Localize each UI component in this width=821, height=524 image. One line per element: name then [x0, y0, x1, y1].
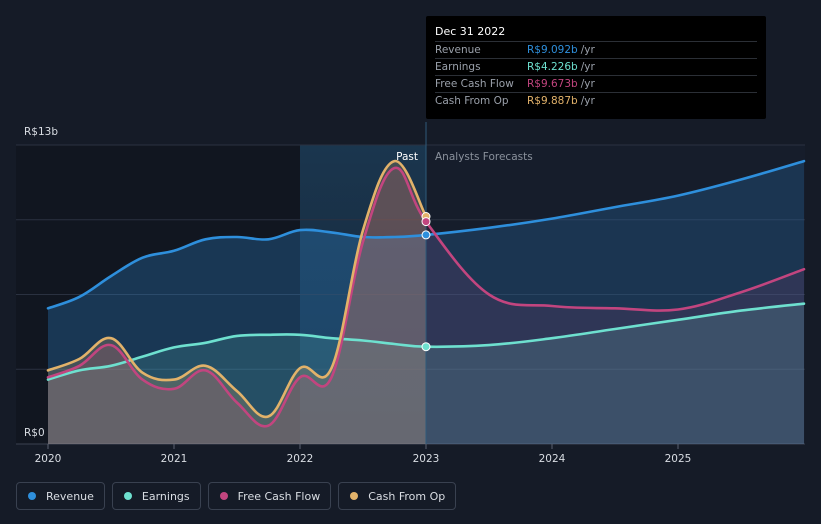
tooltip-label: Cash From Op	[435, 95, 509, 107]
free-cash-flow-area-past	[48, 167, 426, 444]
tooltip-value-group: R$9.673b/yr	[527, 78, 595, 90]
tooltip-unit: /yr	[580, 78, 595, 90]
legend-dot-icon	[28, 492, 36, 500]
x-tick-label: 2022	[287, 453, 314, 465]
free-cash-flow-line	[46, 166, 806, 428]
x-tick-label: 2023	[413, 453, 440, 465]
legend-label: Cash From Op	[368, 489, 446, 503]
revenue-line	[46, 159, 806, 310]
tooltip: Dec 31 2022 Revenue R$9.092b/yr Earnings…	[426, 16, 766, 119]
free-cash-flow-marker	[421, 217, 431, 227]
tooltip-label: Earnings	[435, 61, 481, 73]
grid-layer	[16, 144, 805, 445]
tooltip-value: R$9.887b	[527, 95, 578, 107]
tooltip-row-earnings: Earnings R$4.226b/yr	[435, 58, 757, 76]
legend-label: Revenue	[46, 489, 94, 503]
x-axis: 2020 2021 2022 2023 2024 2025	[35, 444, 692, 465]
x-tick-label: 2020	[35, 453, 62, 465]
x-tick-label: 2021	[161, 453, 188, 465]
revenue-area-forecast	[426, 161, 804, 444]
tooltip-value: R$4.226b	[527, 61, 578, 73]
legend-item-revenue[interactable]: Revenue	[16, 482, 105, 510]
revenue-marker	[421, 230, 431, 240]
earnings-area-forecast	[426, 303, 804, 444]
tooltip-unit: /yr	[580, 95, 595, 107]
tooltip-label: Revenue	[435, 44, 481, 56]
legend-dot-icon	[350, 492, 359, 500]
x-tick-label: 2025	[665, 453, 692, 465]
legend-item-fcf[interactable]: Free Cash Flow	[207, 482, 332, 510]
tooltip-unit: /yr	[580, 44, 595, 56]
tooltip-value: R$9.092b	[527, 44, 578, 56]
legend-item-cfo[interactable]: Cash From Op	[338, 482, 457, 510]
legend-item-earnings[interactable]: Earnings	[111, 482, 201, 510]
y-axis-bottom-label: R$0	[24, 427, 45, 439]
tooltip-value-group: R$9.092b/yr	[527, 44, 595, 56]
tooltip-value-group: R$9.887b/yr	[527, 95, 595, 107]
legend-label: Free Cash Flow	[237, 489, 321, 503]
free-cash-flow-area-forecast	[426, 221, 804, 444]
tooltip-value-group: R$4.226b/yr	[527, 61, 595, 73]
tooltip-value: R$9.673b	[527, 78, 578, 90]
tooltip-label: Free Cash Flow	[435, 78, 514, 90]
tooltip-row-revenue: Revenue R$9.092b/yr	[435, 41, 757, 59]
past-label: Past	[396, 151, 418, 163]
y-axis-top-label: R$13b	[24, 126, 58, 138]
legend-dot-icon	[219, 492, 228, 500]
cash-from-op-line	[46, 159, 428, 419]
legend-dot-icon	[123, 492, 132, 500]
x-tick-label: 2024	[539, 453, 566, 465]
tooltip-row-fcf: Free Cash Flow R$9.673b/yr	[435, 75, 757, 93]
tooltip-row-cfo: Cash From Op R$9.887b/yr	[435, 92, 757, 110]
earnings-line	[46, 302, 806, 381]
legend: Revenue Earnings Free Cash Flow Cash Fro…	[16, 482, 457, 512]
earnings-marker	[421, 342, 431, 352]
marker-layer	[421, 212, 431, 352]
tooltip-unit: /yr	[580, 61, 595, 73]
line-layer	[46, 159, 806, 428]
tooltip-date: Dec 31 2022	[435, 25, 506, 38]
legend-label: Earnings	[141, 489, 190, 503]
forecast-label: Analysts Forecasts	[435, 151, 533, 163]
earnings-area-past	[48, 334, 426, 444]
